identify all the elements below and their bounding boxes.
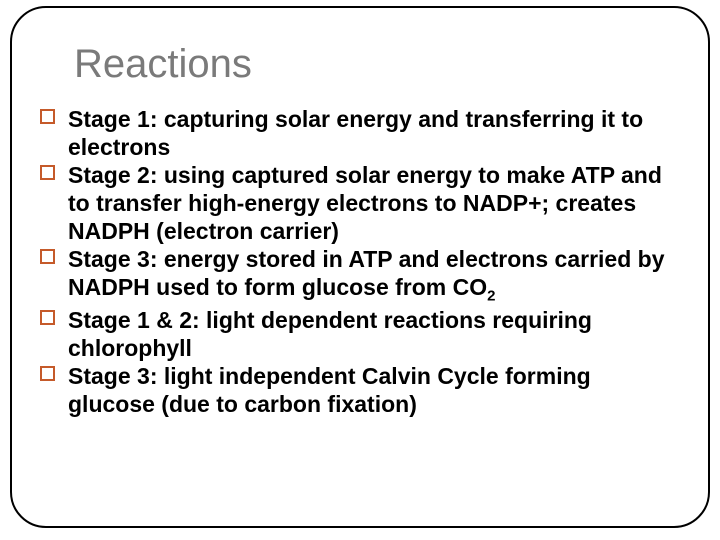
bullet-list: Stage 1: capturing solar energy and tran… <box>38 105 682 418</box>
bullet-text: Stage 1: capturing solar energy and tran… <box>68 106 643 160</box>
square-bullet-icon <box>40 366 55 381</box>
slide-frame: Reactions Stage 1: capturing solar energ… <box>10 6 710 528</box>
square-bullet-icon <box>40 249 55 264</box>
list-item: Stage 1 & 2: light dependent reactions r… <box>38 306 682 362</box>
square-bullet-icon <box>40 109 55 124</box>
list-item: Stage 3: light independent Calvin Cycle … <box>38 362 682 418</box>
slide: Reactions Stage 1: capturing solar energ… <box>0 0 720 540</box>
bullet-text: Stage 3: energy stored in ATP and electr… <box>68 246 664 300</box>
bullet-text: Stage 2: using captured solar energy to … <box>68 162 662 244</box>
list-item: Stage 3: energy stored in ATP and electr… <box>38 245 682 306</box>
square-bullet-icon <box>40 310 55 325</box>
list-item: Stage 1: capturing solar energy and tran… <box>38 105 682 161</box>
slide-title: Reactions <box>74 42 682 87</box>
list-item: Stage 2: using captured solar energy to … <box>38 161 682 245</box>
bullet-text: Stage 1 & 2: light dependent reactions r… <box>68 307 592 361</box>
square-bullet-icon <box>40 165 55 180</box>
bullet-text: Stage 3: light independent Calvin Cycle … <box>68 363 591 417</box>
